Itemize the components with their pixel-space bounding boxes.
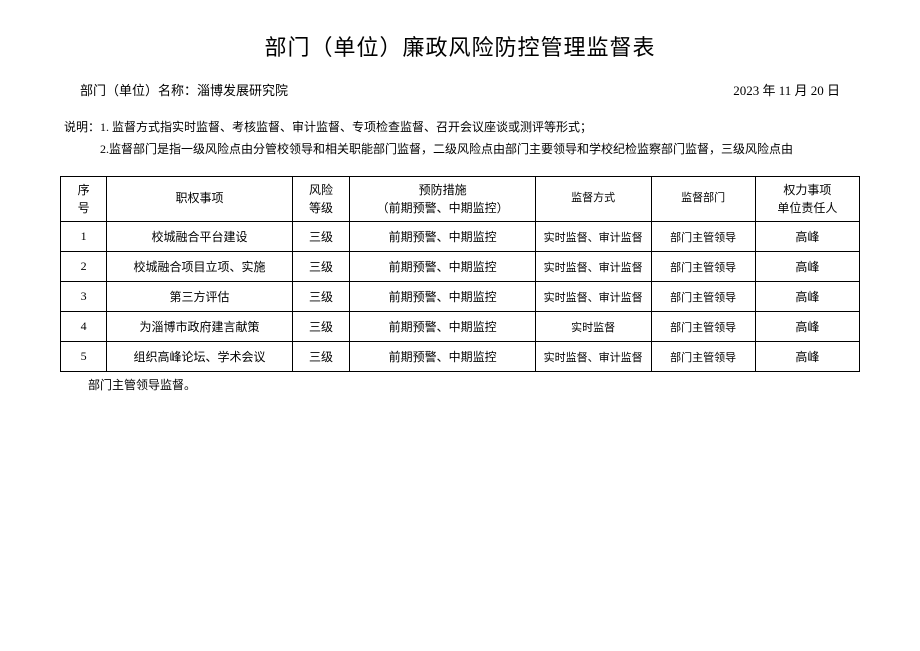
footer-note: 部门主管领导监督。 [60, 376, 860, 393]
cell-level: 三级 [292, 252, 350, 282]
cell-seq: 2 [61, 252, 107, 282]
cell-measure: 前期预警、中期监控 [350, 342, 535, 372]
date: 2023 年 11 月 20 日 [733, 80, 840, 99]
header-seq-l2: 号 [65, 199, 102, 217]
cell-person: 高峰 [755, 222, 859, 252]
table-body: 1 校城融合平台建设 三级 前期预警、中期监控 实时监督、审计监督 部门主管领导… [61, 222, 860, 372]
cell-method: 实时监督、审计监督 [535, 342, 651, 372]
cell-dept: 部门主管领导 [651, 252, 755, 282]
cell-seq: 4 [61, 312, 107, 342]
cell-method: 实时监督、审计监督 [535, 282, 651, 312]
supervision-table: 序 号 职权事项 风险 等级 预防措施 （前期预警、中期监控） 监督方式 监督部… [60, 176, 860, 372]
table-row: 3 第三方评估 三级 前期预警、中期监控 实时监督、审计监督 部门主管领导 高峰 [61, 282, 860, 312]
cell-measure: 前期预警、中期监控 [350, 222, 535, 252]
header-person: 权力事项 单位责任人 [755, 177, 859, 222]
header-level-l1: 风险 [297, 181, 346, 199]
table-row: 5 组织高峰论坛、学术会议 三级 前期预警、中期监控 实时监督、审计监督 部门主… [61, 342, 860, 372]
cell-item: 校城融合项目立项、实施 [107, 252, 292, 282]
desc-text-1: 1. 监督方式指实时监督、考核监督、审计监督、专项检查监督、召开会议座谈或测评等… [100, 120, 592, 134]
cell-dept: 部门主管领导 [651, 282, 755, 312]
dept-label: 部门（单位）名称： [80, 83, 197, 98]
header-level-l2: 等级 [297, 199, 346, 217]
header-seq-l1: 序 [65, 181, 102, 199]
cell-measure: 前期预警、中期监控 [350, 282, 535, 312]
cell-item: 为淄博市政府建言献策 [107, 312, 292, 342]
header-dept: 监督部门 [651, 177, 755, 222]
header-person-l2: 单位责任人 [760, 199, 855, 217]
cell-person: 高峰 [755, 312, 859, 342]
cell-seq: 3 [61, 282, 107, 312]
cell-seq: 5 [61, 342, 107, 372]
cell-dept: 部门主管领导 [651, 312, 755, 342]
cell-dept: 部门主管领导 [651, 342, 755, 372]
header-seq: 序 号 [61, 177, 107, 222]
cell-method: 实时监督、审计监督 [535, 252, 651, 282]
table-row: 2 校城融合项目立项、实施 三级 前期预警、中期监控 实时监督、审计监督 部门主… [61, 252, 860, 282]
desc-line-2: 2.监督部门是指一级风险点由分管校领导和相关职能部门监督，二级风险点由部门主要领… [64, 139, 860, 161]
cell-level: 三级 [292, 222, 350, 252]
cell-seq: 1 [61, 222, 107, 252]
header-person-l1: 权力事项 [760, 181, 855, 199]
header-item: 职权事项 [107, 177, 292, 222]
desc-prefix: 说明： [64, 120, 100, 134]
cell-dept: 部门主管领导 [651, 222, 755, 252]
dept-info: 部门（单位）名称：淄博发展研究院 [80, 80, 288, 99]
description: 说明：1. 监督方式指实时监督、考核监督、审计监督、专项检查监督、召开会议座谈或… [60, 117, 860, 160]
cell-method: 实时监督 [535, 312, 651, 342]
header-measure-l1: 预防措施 [354, 181, 530, 199]
cell-person: 高峰 [755, 282, 859, 312]
cell-level: 三级 [292, 282, 350, 312]
cell-item: 组织高峰论坛、学术会议 [107, 342, 292, 372]
info-row: 部门（单位）名称：淄博发展研究院 2023 年 11 月 20 日 [60, 80, 860, 99]
header-method: 监督方式 [535, 177, 651, 222]
header-level: 风险 等级 [292, 177, 350, 222]
cell-measure: 前期预警、中期监控 [350, 312, 535, 342]
cell-level: 三级 [292, 342, 350, 372]
table-header-row: 序 号 职权事项 风险 等级 预防措施 （前期预警、中期监控） 监督方式 监督部… [61, 177, 860, 222]
cell-method: 实时监督、审计监督 [535, 222, 651, 252]
page-title: 部门（单位）廉政风险防控管理监督表 [60, 30, 860, 62]
cell-item: 第三方评估 [107, 282, 292, 312]
cell-item: 校城融合平台建设 [107, 222, 292, 252]
table-row: 1 校城融合平台建设 三级 前期预警、中期监控 实时监督、审计监督 部门主管领导… [61, 222, 860, 252]
cell-level: 三级 [292, 312, 350, 342]
header-measure-l2: （前期预警、中期监控） [354, 199, 530, 217]
dept-name: 淄博发展研究院 [197, 83, 288, 98]
desc-line-1: 说明：1. 监督方式指实时监督、考核监督、审计监督、专项检查监督、召开会议座谈或… [64, 117, 860, 139]
cell-person: 高峰 [755, 342, 859, 372]
table-row: 4 为淄博市政府建言献策 三级 前期预警、中期监控 实时监督 部门主管领导 高峰 [61, 312, 860, 342]
cell-person: 高峰 [755, 252, 859, 282]
cell-measure: 前期预警、中期监控 [350, 252, 535, 282]
header-measure: 预防措施 （前期预警、中期监控） [350, 177, 535, 222]
